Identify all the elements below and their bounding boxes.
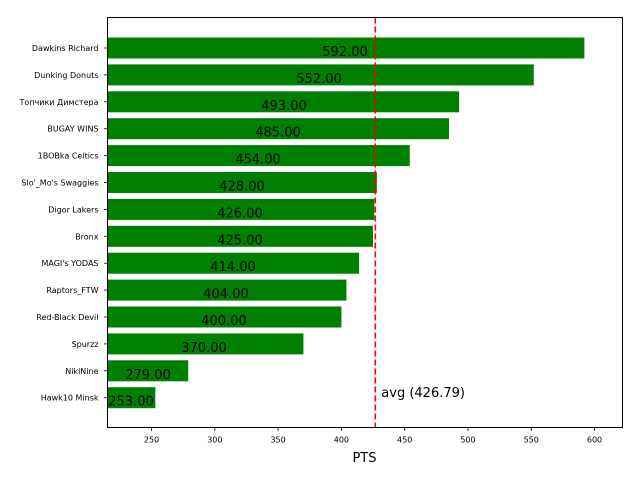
y-axis-category-label: 1BOBka Celtics bbox=[38, 152, 99, 161]
y-axis-labels: Dawkins Richard Dunking Donuts Топчики Дим… bbox=[19, 44, 108, 403]
bar bbox=[107, 252, 360, 274]
plot-frame bbox=[107, 17, 623, 428]
bar-value-label: 428.00 bbox=[219, 180, 265, 195]
bar bbox=[107, 360, 189, 382]
bar-value-label: 279.00 bbox=[125, 368, 171, 383]
y-axis-category-label: Digor Lakers bbox=[48, 205, 98, 214]
bar-value-label: 400.00 bbox=[201, 314, 247, 329]
bar bbox=[107, 333, 304, 355]
x-axis-tick-label: 400 bbox=[334, 436, 349, 445]
bar-value-label: 493.00 bbox=[261, 99, 307, 114]
x-axis-ticks: 250 300 350 400 450 500 550 600 bbox=[144, 427, 602, 445]
x-axis-title: PTS bbox=[352, 451, 376, 466]
x-axis-tick-label: 250 bbox=[144, 436, 159, 445]
bar-value-label: 253.00 bbox=[108, 395, 154, 410]
bar bbox=[107, 198, 375, 220]
y-axis-category-label: Slo'_Mo's Swaggies bbox=[21, 179, 98, 188]
average-label: avg (426.79) bbox=[381, 386, 465, 401]
bar-value-label: 426.00 bbox=[217, 206, 263, 221]
bar bbox=[107, 306, 342, 328]
y-axis-category-label: Hawk10 Minsk bbox=[41, 394, 99, 403]
bar bbox=[107, 279, 347, 301]
bar-value-label: 592.00 bbox=[322, 45, 368, 60]
bar-value-label: 404.00 bbox=[203, 287, 249, 302]
bar bbox=[107, 172, 377, 193]
bar bbox=[107, 118, 449, 140]
y-axis-category-label: BUGAY WINS bbox=[47, 125, 98, 134]
y-axis-category-label: Dawkins Richard bbox=[32, 44, 99, 53]
bar bbox=[107, 37, 585, 59]
x-axis-tick-label: 300 bbox=[207, 436, 222, 445]
x-axis-tick-label: 600 bbox=[587, 436, 602, 445]
y-axis-category-label: Bronx bbox=[75, 232, 99, 241]
bar-value-label: 425.00 bbox=[217, 233, 263, 248]
x-axis-tick-label: 350 bbox=[270, 436, 285, 445]
x-axis-tick-label: 450 bbox=[397, 436, 412, 445]
y-axis-category-label: Spurzz bbox=[72, 340, 99, 349]
y-axis-category-label: Red-Black Devil bbox=[36, 313, 98, 322]
bars-group: 592.00 552.00 493.00 485.00 454.00 428.00 426.… bbox=[107, 37, 585, 410]
bar bbox=[107, 91, 460, 113]
y-axis-category-label: Топчики Димстера bbox=[19, 98, 99, 107]
y-axis-category-label: MAGI's YODAS bbox=[41, 259, 98, 268]
bar bbox=[107, 145, 410, 167]
x-axis-tick-label: 500 bbox=[460, 436, 475, 445]
bar-value-label: 454.00 bbox=[235, 153, 281, 168]
y-axis-category-label: Raptors_FTW bbox=[46, 286, 98, 295]
bar bbox=[107, 225, 374, 247]
bar bbox=[107, 387, 156, 409]
y-axis-category-label: Dunking Donuts bbox=[34, 71, 98, 80]
x-axis-tick-label: 550 bbox=[524, 436, 539, 445]
bar-value-label: 552.00 bbox=[296, 72, 342, 87]
bar bbox=[107, 64, 534, 86]
y-axis-category-label: NikiNine bbox=[65, 367, 98, 376]
bar-value-label: 485.00 bbox=[255, 126, 301, 141]
bar-value-label: 414.00 bbox=[210, 260, 256, 275]
bar-value-label: 370.00 bbox=[181, 341, 227, 356]
